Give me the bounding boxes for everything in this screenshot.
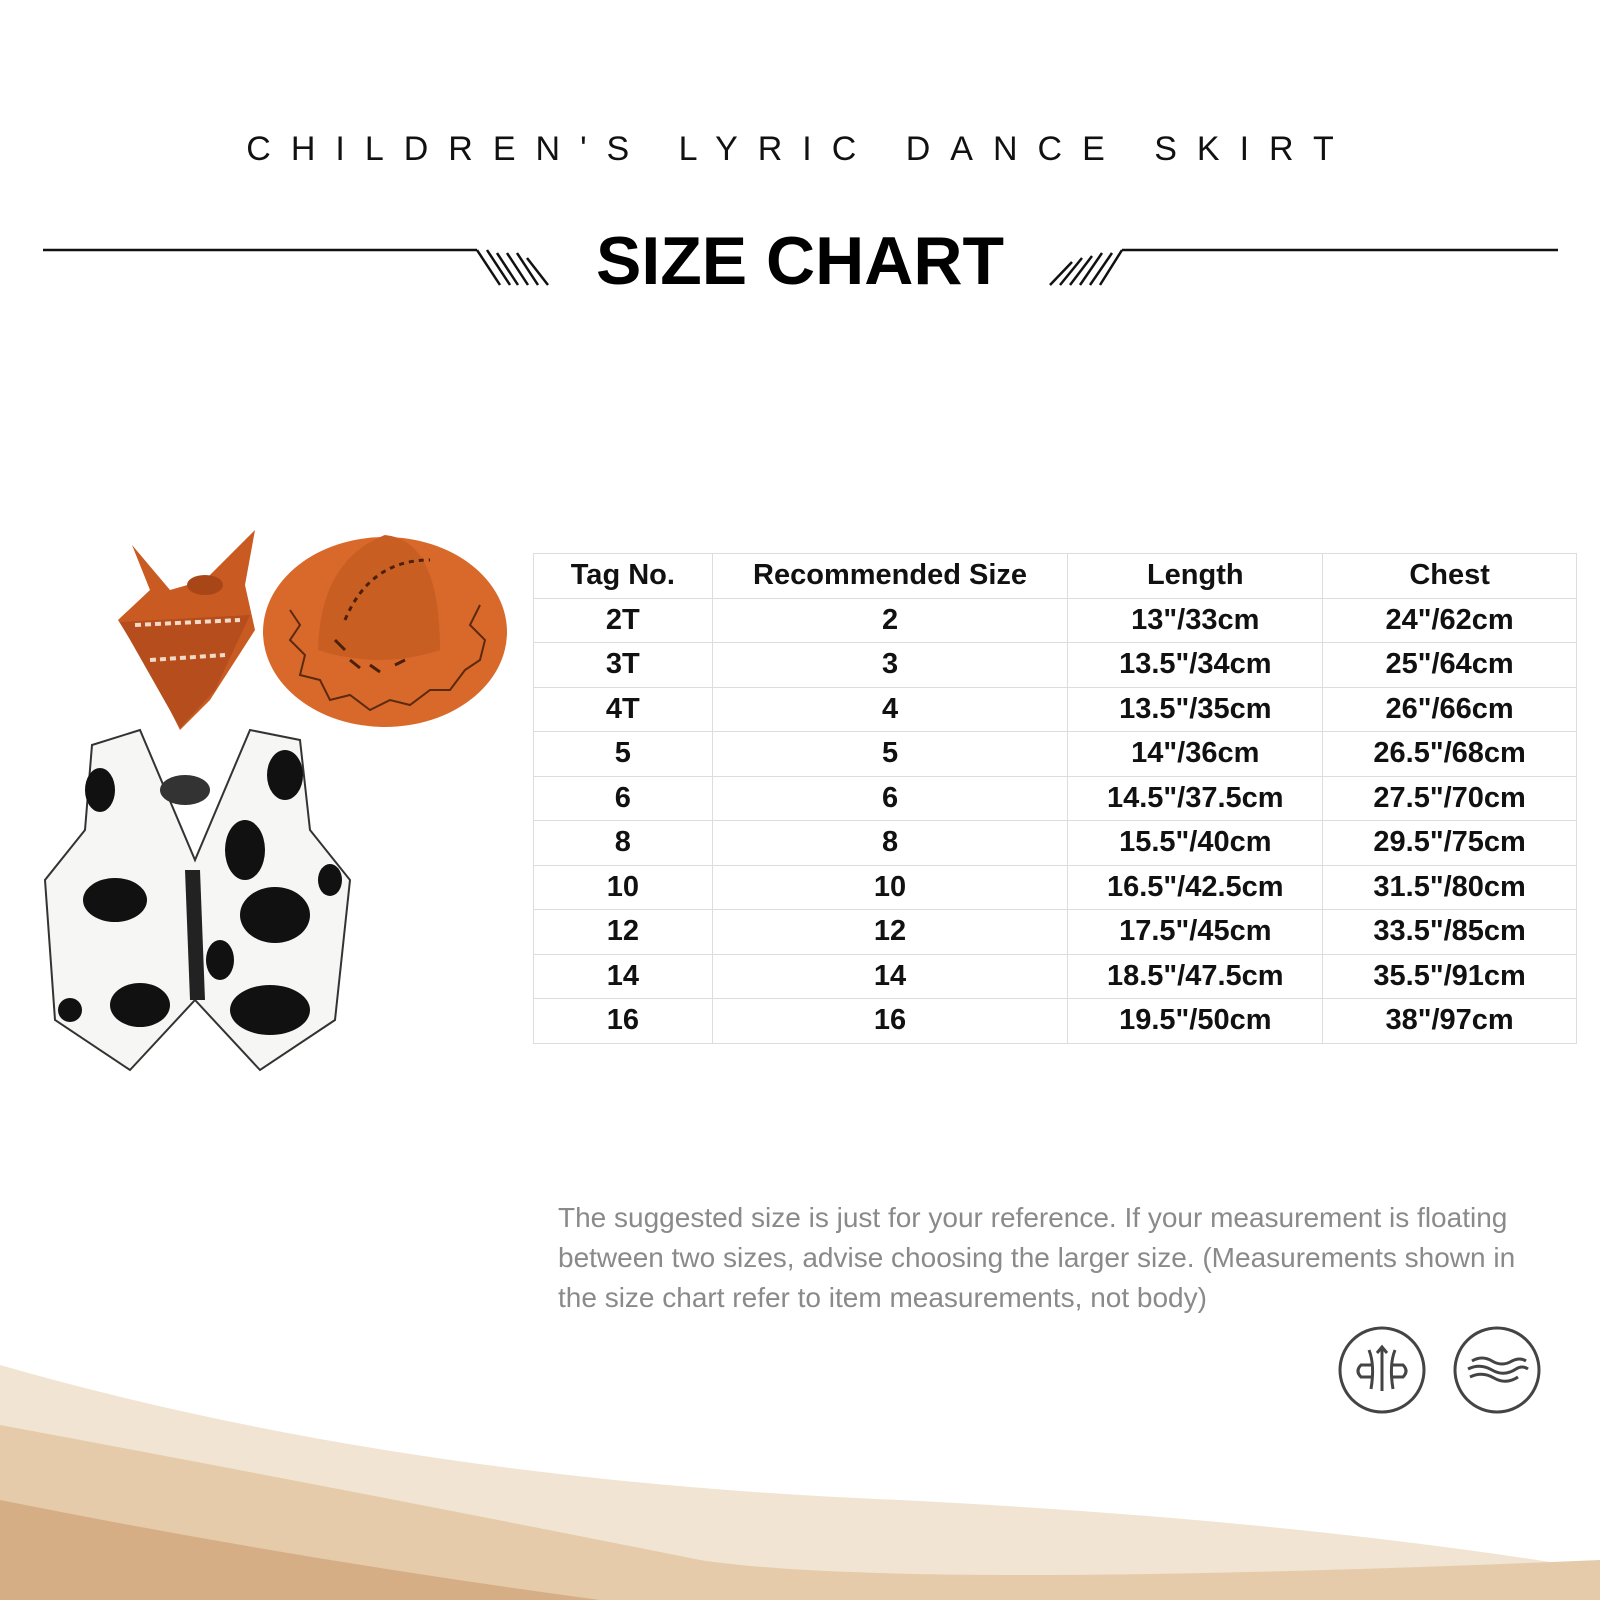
cell-recommended-size: 5: [711, 731, 1069, 777]
table-row: 4T 4 13.5"/35cm 26"/66cm: [533, 686, 1577, 732]
cell-tag: 5: [533, 731, 713, 777]
cell-tag: 2T: [533, 597, 713, 643]
cell-tag: 12: [533, 909, 713, 955]
column-header-tag: Tag No.: [533, 553, 713, 599]
cell-length: 14.5"/37.5cm: [1067, 775, 1324, 821]
cell-chest: 27.5"/70cm: [1322, 775, 1577, 821]
table-row: 2T 2 13"/33cm 24"/62cm: [533, 597, 1577, 643]
cell-length: 14"/36cm: [1067, 731, 1324, 777]
cell-recommended-size: 2: [711, 597, 1069, 643]
cell-length: 18.5"/47.5cm: [1067, 953, 1324, 999]
table-row: 5 5 14"/36cm 26.5"/68cm: [533, 731, 1577, 777]
soft-wave-fabric-icon: [1453, 1326, 1541, 1414]
table-row: 8 8 15.5"/40cm 29.5"/75cm: [533, 820, 1577, 866]
cell-chest: 29.5"/75cm: [1322, 820, 1577, 866]
background-waves: [0, 1365, 1600, 1600]
cell-length: 13"/33cm: [1067, 597, 1324, 643]
cell-recommended-size: 10: [711, 864, 1069, 910]
cell-recommended-size: 3: [711, 642, 1069, 688]
table-row: 12 12 17.5"/45cm 33.5"/85cm: [533, 909, 1577, 955]
cell-recommended-size: 8: [711, 820, 1069, 866]
table-row: 6 6 14.5"/37.5cm 27.5"/70cm: [533, 775, 1577, 821]
cell-recommended-size: 12: [711, 909, 1069, 955]
cell-recommended-size: 6: [711, 775, 1069, 821]
title-divider-left: [43, 248, 549, 286]
title-divider-right: [1049, 248, 1558, 286]
table-row: 14 14 18.5"/47.5cm 35.5"/91cm: [533, 953, 1577, 999]
cell-tag: 8: [533, 820, 713, 866]
cell-chest: 38"/97cm: [1322, 998, 1577, 1044]
page-title: SIZE CHART: [596, 223, 1004, 299]
cell-tag: 3T: [533, 642, 713, 688]
cell-tag: 4T: [533, 686, 713, 732]
column-header-chest: Chest: [1322, 553, 1577, 599]
cell-length: 13.5"/35cm: [1067, 686, 1324, 732]
cell-tag: 14: [533, 953, 713, 999]
cell-recommended-size: 4: [711, 686, 1069, 732]
cell-tag: 16: [533, 998, 713, 1044]
cell-length: 16.5"/42.5cm: [1067, 864, 1324, 910]
cell-length: 17.5"/45cm: [1067, 909, 1324, 955]
size-note: The suggested size is just for your refe…: [558, 1202, 1516, 1313]
cell-chest: 35.5"/91cm: [1322, 953, 1577, 999]
column-header-length: Length: [1067, 553, 1324, 599]
cell-recommended-size: 14: [711, 953, 1069, 999]
product-subtitle: CHILDREN'S LYRIC DANCE SKIRT: [246, 130, 1354, 168]
cell-chest: 24"/62cm: [1322, 597, 1577, 643]
bandana-image: [118, 530, 255, 730]
table-row: 3T 3 13.5"/34cm 25"/64cm: [533, 642, 1577, 688]
cow-print-vest-image: [43, 728, 352, 1072]
table-row: 10 10 16.5"/42.5cm 31.5"/80cm: [533, 864, 1577, 910]
cell-tag: 6: [533, 775, 713, 821]
cowboy-hat-image: [263, 535, 507, 727]
table-row: 16 16 19.5"/50cm 38"/97cm: [533, 998, 1577, 1044]
cell-chest: 26"/66cm: [1322, 686, 1577, 732]
table-header-row: Tag No. Recommended Size Length Chest: [533, 553, 1577, 599]
cell-chest: 33.5"/85cm: [1322, 909, 1577, 955]
cell-chest: 25"/64cm: [1322, 642, 1577, 688]
cell-length: 15.5"/40cm: [1067, 820, 1324, 866]
size-chart-table: Tag No. Recommended Size Length Chest 2T…: [533, 553, 1577, 1044]
cell-chest: 31.5"/80cm: [1322, 864, 1577, 910]
column-header-recommended-size: Recommended Size: [711, 553, 1069, 599]
cell-chest: 26.5"/68cm: [1322, 731, 1577, 777]
cell-length: 19.5"/50cm: [1067, 998, 1324, 1044]
stretch-fabric-icon: [1338, 1326, 1426, 1414]
cell-tag: 10: [533, 864, 713, 910]
cell-length: 13.5"/34cm: [1067, 642, 1324, 688]
cell-recommended-size: 16: [711, 998, 1069, 1044]
